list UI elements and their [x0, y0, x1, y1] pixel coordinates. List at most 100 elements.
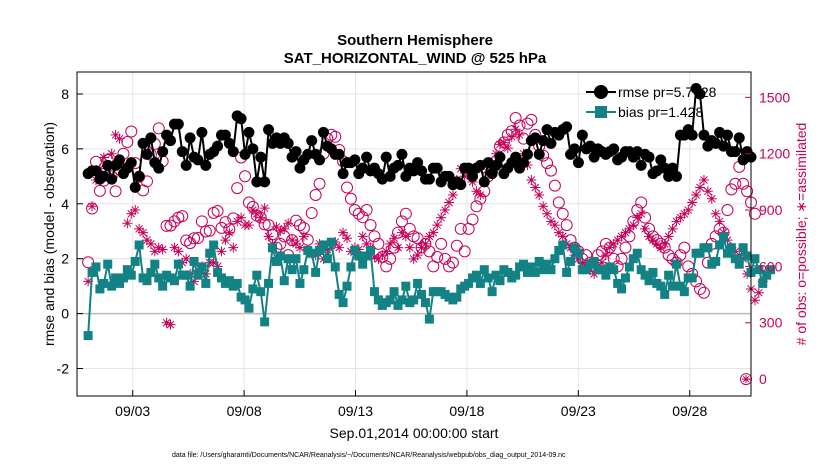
rmse-marker [114, 154, 126, 166]
bias-marker [750, 254, 760, 264]
obs-possible-marker [729, 177, 742, 190]
obs-possible-marker [164, 219, 177, 232]
rmse-marker [663, 170, 675, 182]
bias-marker [758, 278, 768, 288]
bias-marker [648, 267, 658, 277]
rmse-marker [255, 151, 267, 163]
bias-marker [703, 243, 713, 253]
bias-marker [126, 270, 136, 280]
obs-possible-marker [254, 211, 267, 224]
bias-marker [342, 281, 352, 291]
obs-possible-marker [82, 256, 95, 269]
obs-assimilated-marker [161, 317, 172, 328]
obs-possible-marker [293, 219, 306, 232]
rmse-marker [153, 162, 165, 174]
bias-marker [479, 265, 489, 275]
obs-possible-marker [470, 200, 483, 213]
rmse-marker [694, 88, 706, 100]
bias-marker [130, 256, 140, 266]
rmse-marker [561, 121, 573, 133]
rmse-marker [384, 170, 396, 182]
obs-possible-marker [509, 112, 522, 125]
obs-assimilated-marker [369, 252, 380, 263]
bias-marker [424, 314, 434, 324]
bias-marker [146, 267, 156, 277]
obs-possible-marker [152, 122, 165, 135]
rmse-marker [235, 113, 247, 125]
rmse-marker [510, 151, 522, 163]
obs-assimilated-marker [224, 227, 235, 238]
rmse-marker [380, 151, 392, 163]
rmse-marker [518, 157, 530, 169]
rmse-marker [106, 173, 118, 185]
bias-marker [762, 270, 772, 280]
bias-marker [338, 298, 348, 308]
obs-possible-marker [439, 252, 452, 265]
obs-possible-marker [199, 225, 212, 238]
obs-assimilated-marker [420, 238, 431, 249]
obs-assimilated-marker [502, 143, 513, 154]
bias-marker [620, 273, 630, 283]
bias-marker [224, 276, 234, 286]
obs-assimilated-marker [141, 235, 152, 246]
bias-marker [366, 245, 376, 255]
bias-marker [722, 248, 732, 258]
bias-marker [656, 281, 666, 291]
obs-possible-marker [560, 219, 573, 232]
bias-marker [534, 256, 544, 266]
bias-marker [487, 287, 497, 297]
y-right-tick-label: 600 [759, 258, 783, 274]
rmse-marker [686, 129, 698, 141]
x-tick-label: 09/18 [449, 403, 484, 419]
obs-possible-marker [415, 241, 428, 254]
bias-marker [307, 248, 317, 258]
rmse-marker [545, 137, 557, 149]
bias-marker [369, 287, 379, 297]
obs-assimilated-marker [628, 220, 639, 231]
obs-assimilated-marker [691, 190, 702, 201]
rmse-marker [572, 157, 584, 169]
obs-possible-marker [678, 241, 691, 254]
bias-marker [154, 273, 164, 283]
obs-possible-marker [140, 175, 153, 188]
bias-marker [766, 265, 776, 275]
obs-assimilated-marker [251, 208, 262, 219]
y-axis-right-ticks: 0 300 600 900 1200 1500 [745, 89, 790, 387]
obs-assimilated-marker [702, 186, 713, 197]
y-right-tick-label: 1200 [759, 146, 790, 162]
rmse-marker [588, 151, 600, 163]
bias-marker [216, 273, 226, 283]
obs-possible-marker [595, 245, 608, 258]
bias-marker [601, 270, 611, 280]
bias-marker [413, 278, 423, 288]
rmse-marker [192, 154, 204, 166]
bias-marker [389, 287, 399, 297]
obs-assimilated-marker [294, 242, 305, 253]
obs-assimilated-marker [534, 190, 545, 201]
obs-possible-marker [737, 177, 750, 190]
bias-marker [719, 232, 729, 242]
obs-possible-marker [364, 219, 377, 232]
rmse-marker [455, 179, 467, 191]
obs-assimilated-marker [216, 246, 227, 257]
bias-marker [628, 254, 638, 264]
obs-assimilated-marker [659, 238, 670, 249]
obs-assimilated-marker [208, 257, 219, 268]
obs-assimilated-marker [389, 233, 400, 244]
rmse-marker [659, 162, 671, 174]
obs-assimilated-marker [526, 175, 537, 185]
obs-assimilated-marker [616, 231, 627, 242]
rmse-marker [467, 170, 479, 182]
obs-assimilated-marker [322, 244, 333, 255]
obs-possible-marker [341, 181, 354, 194]
obs-assimilated-marker [640, 223, 651, 234]
rmse-marker [608, 143, 620, 155]
bias-marker [87, 267, 97, 277]
rmse-marker [172, 118, 184, 130]
bias-marker [550, 254, 560, 264]
rmse-marker [227, 146, 239, 158]
obs-assimilated-marker [126, 208, 137, 219]
rmse-marker [478, 176, 490, 188]
obs-assimilated-marker [263, 231, 274, 242]
